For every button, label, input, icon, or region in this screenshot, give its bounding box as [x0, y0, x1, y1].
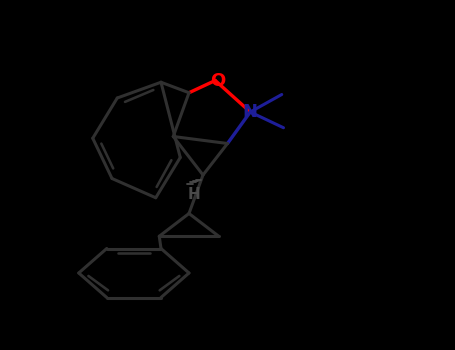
Text: H: H	[188, 187, 201, 202]
Text: O: O	[210, 71, 226, 90]
Text: N: N	[243, 103, 258, 121]
